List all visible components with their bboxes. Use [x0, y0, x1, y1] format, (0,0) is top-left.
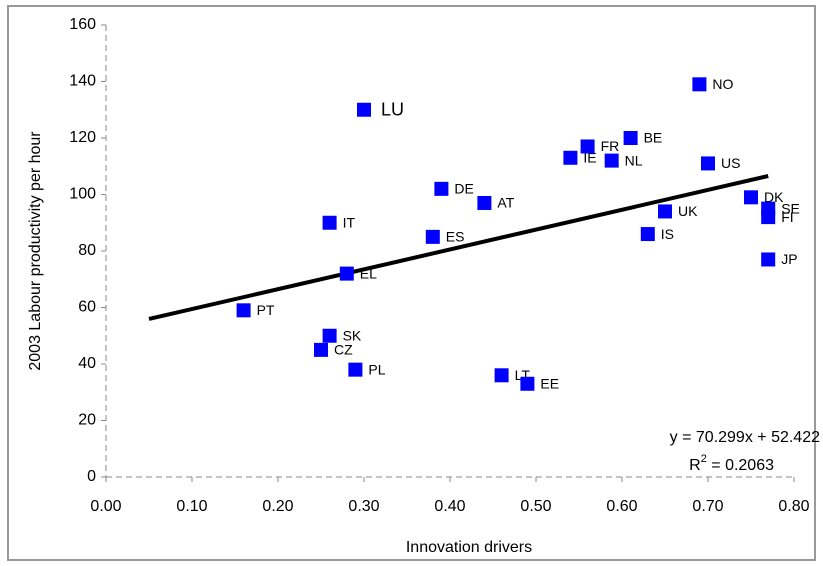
point-label: PT: [257, 302, 275, 318]
point-label: US: [721, 155, 740, 171]
point-label: FI: [781, 209, 793, 225]
y-tick-label: 80: [78, 242, 96, 259]
point: [580, 139, 595, 154]
point-label: IE: [583, 149, 596, 165]
point: [339, 266, 354, 281]
r2-sup: 2: [701, 453, 707, 465]
point: [322, 215, 337, 230]
x-tick-label: 0.50: [520, 498, 551, 515]
point-label: IS: [661, 226, 674, 242]
point: [761, 210, 776, 225]
y-tick-label: 40: [78, 355, 96, 372]
point-label: IT: [343, 214, 356, 230]
y-tick-label: 140: [69, 73, 96, 90]
point: [314, 342, 328, 357]
point: [434, 181, 449, 196]
y-tick-label: 120: [69, 129, 96, 146]
x-tick-label: 0.70: [692, 498, 723, 515]
point: [520, 376, 535, 391]
point: [623, 131, 638, 145]
point: [425, 229, 440, 244]
point: [348, 362, 363, 377]
point-label: SK: [343, 327, 362, 343]
point-label: NL: [625, 152, 643, 168]
x-tick-label: 0.20: [262, 498, 293, 515]
trendline: [148, 174, 769, 321]
x-tick-label: 0.30: [348, 498, 379, 515]
point: [322, 328, 337, 343]
point: [604, 153, 619, 168]
point-label: JP: [781, 251, 797, 267]
frame: [7, 5, 816, 561]
x-tick-label: 0.00: [90, 498, 121, 515]
point: [744, 190, 758, 205]
point: [658, 204, 672, 219]
point-label: EE: [540, 375, 559, 391]
point-label: ES: [446, 229, 465, 245]
y-tick-label: 160: [69, 16, 96, 33]
y-axis-label: 2003 Labour productivity per hour: [27, 131, 44, 371]
point-label: CZ: [334, 342, 353, 358]
point-label: AT: [497, 195, 514, 211]
point-label: BE: [644, 130, 663, 146]
x-tick-label: 0.60: [606, 498, 637, 515]
point-label: LU: [381, 100, 404, 120]
x-axis-label: Innovation drivers: [406, 539, 532, 556]
x-tick-label: 0.40: [434, 498, 465, 515]
point-label: NO: [712, 76, 733, 92]
y-tick-label: 20: [78, 412, 96, 429]
x-tick-label: 0.80: [778, 498, 809, 515]
point-label: PL: [368, 361, 385, 377]
point-label: FR: [601, 138, 620, 154]
r2-text: = 0.2063: [707, 457, 774, 474]
point: [357, 102, 371, 117]
point: [477, 195, 492, 210]
y-tick-label: 100: [69, 186, 96, 203]
point: [692, 77, 707, 92]
r2-prefix: R: [689, 457, 701, 474]
point: [236, 303, 251, 318]
point: [494, 368, 509, 383]
point: [701, 156, 715, 171]
point: [761, 252, 776, 267]
point-label: UK: [678, 203, 698, 219]
point-label: DK: [764, 189, 784, 205]
x-tick-label: 0.10: [176, 498, 207, 515]
y-tick-label: 60: [78, 299, 96, 316]
point-label: SE: [781, 200, 800, 216]
point: [640, 227, 655, 242]
y-tick-label: 0: [87, 468, 96, 485]
point-label: EL: [360, 265, 377, 281]
r-squared: R2 = 0.2063: [689, 453, 774, 474]
trend-equation: y = 70.299x + 52.422: [670, 429, 820, 446]
point: [563, 150, 578, 165]
point-label: DE: [454, 181, 473, 197]
